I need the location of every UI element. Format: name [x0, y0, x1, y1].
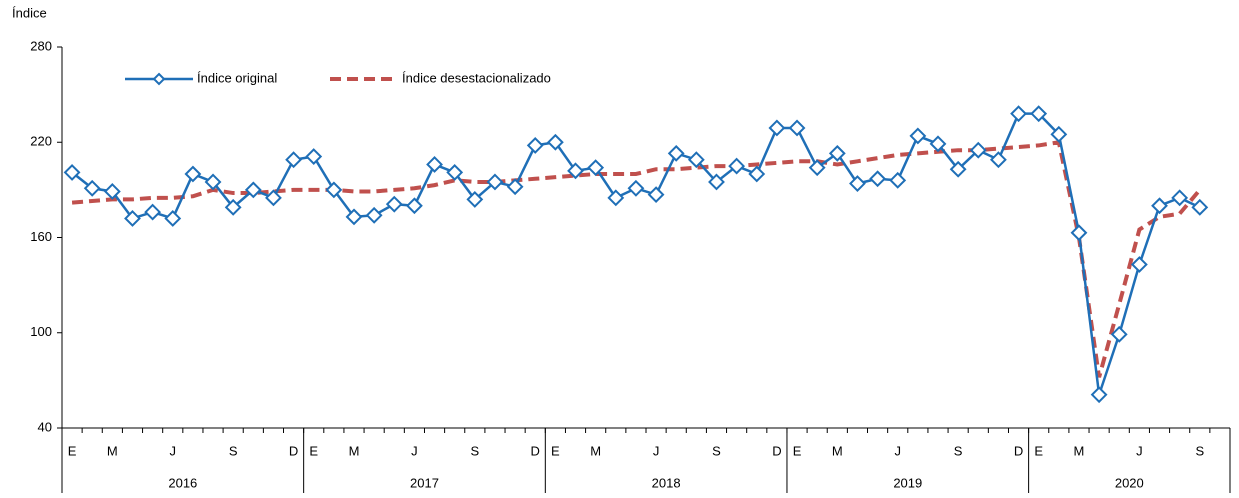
x-tick-label: E	[551, 443, 560, 458]
x-tick-label: E	[68, 443, 77, 458]
marker	[667, 144, 685, 162]
marker	[989, 151, 1007, 169]
x-tick-label: S	[470, 443, 479, 458]
marker	[244, 181, 262, 199]
marker	[546, 133, 564, 151]
marker	[144, 203, 162, 221]
year-label: 2020	[1115, 475, 1144, 490]
marker	[607, 189, 625, 207]
year-label: 2016	[168, 475, 197, 490]
marker	[1130, 256, 1148, 273]
marker	[1171, 189, 1189, 207]
x-tick-label: J	[170, 443, 177, 458]
y-axis-label: Índice	[12, 5, 47, 20]
marker	[728, 157, 746, 175]
x-tick-label: M	[832, 443, 843, 458]
marker	[385, 195, 403, 213]
marker	[828, 144, 846, 162]
y-tick-label: 220	[30, 134, 52, 149]
marker	[224, 198, 242, 216]
x-tick-label: M	[1074, 443, 1085, 458]
marker	[687, 151, 705, 169]
legend-label: Índice original	[197, 70, 277, 85]
marker	[265, 189, 282, 207]
marker	[63, 163, 81, 181]
marker	[1090, 386, 1108, 404]
marker	[204, 173, 222, 191]
marker	[647, 186, 665, 204]
x-tick-label: M	[590, 443, 601, 458]
legend-marker	[152, 72, 166, 86]
marker	[486, 173, 504, 191]
marker	[184, 165, 202, 183]
marker	[849, 175, 866, 192]
marker	[285, 151, 303, 169]
x-tick-label: D	[289, 443, 298, 458]
marker	[1030, 105, 1048, 123]
marker	[526, 137, 544, 154]
marker	[909, 127, 927, 145]
x-tick-label: M	[349, 443, 360, 458]
x-tick-label: M	[107, 443, 118, 458]
x-tick-label: D	[531, 443, 540, 458]
y-tick-label: 280	[30, 38, 52, 53]
marker	[103, 183, 121, 200]
marker	[405, 197, 423, 215]
x-tick-label: S	[1195, 443, 1204, 458]
marker	[969, 141, 987, 159]
marker	[345, 208, 363, 226]
x-tick-label: S	[229, 443, 238, 458]
x-tick-label: E	[1034, 443, 1043, 458]
marker	[889, 171, 907, 189]
line	[71, 112, 1201, 396]
marker	[708, 173, 725, 191]
marker	[305, 148, 323, 165]
marker	[808, 159, 826, 177]
marker	[748, 165, 766, 183]
marker	[1070, 224, 1088, 242]
x-tick-label: D	[772, 443, 781, 458]
marker	[506, 178, 524, 196]
x-tick-label: D	[1014, 443, 1023, 458]
y-tick-label: 160	[30, 229, 52, 244]
marker	[466, 190, 484, 208]
marker	[446, 163, 464, 181]
marker	[1110, 325, 1128, 343]
marker	[949, 160, 967, 178]
x-tick-label: S	[954, 443, 963, 458]
marker	[124, 210, 141, 227]
marker	[627, 179, 645, 197]
marker	[768, 119, 786, 137]
marker	[567, 162, 584, 180]
marker	[325, 181, 343, 199]
marker	[365, 206, 383, 224]
year-label: 2018	[652, 475, 681, 490]
legend-label: Índice desestacionalizado	[402, 70, 551, 85]
marker	[83, 179, 101, 197]
year-label: 2017	[410, 475, 439, 490]
y-tick-label: 40	[38, 419, 52, 434]
dashed-line	[71, 139, 1202, 378]
marker	[869, 170, 887, 188]
marker	[587, 159, 605, 177]
x-tick-label: J	[411, 443, 418, 458]
marker	[1050, 125, 1068, 143]
marker	[1010, 105, 1027, 123]
marker	[164, 210, 182, 227]
x-tick-label: E	[309, 443, 318, 458]
marker	[1191, 198, 1209, 216]
marker	[788, 119, 806, 137]
x-tick-label: J	[653, 443, 660, 458]
x-tick-label: J	[1136, 443, 1143, 458]
marker	[1151, 197, 1168, 215]
x-tick-label: E	[793, 443, 802, 458]
y-tick-label: 100	[30, 324, 52, 339]
year-label: 2019	[893, 475, 922, 490]
x-tick-label: J	[894, 443, 901, 458]
marker	[426, 156, 443, 173]
marker	[929, 135, 947, 153]
x-tick-label: S	[712, 443, 721, 458]
